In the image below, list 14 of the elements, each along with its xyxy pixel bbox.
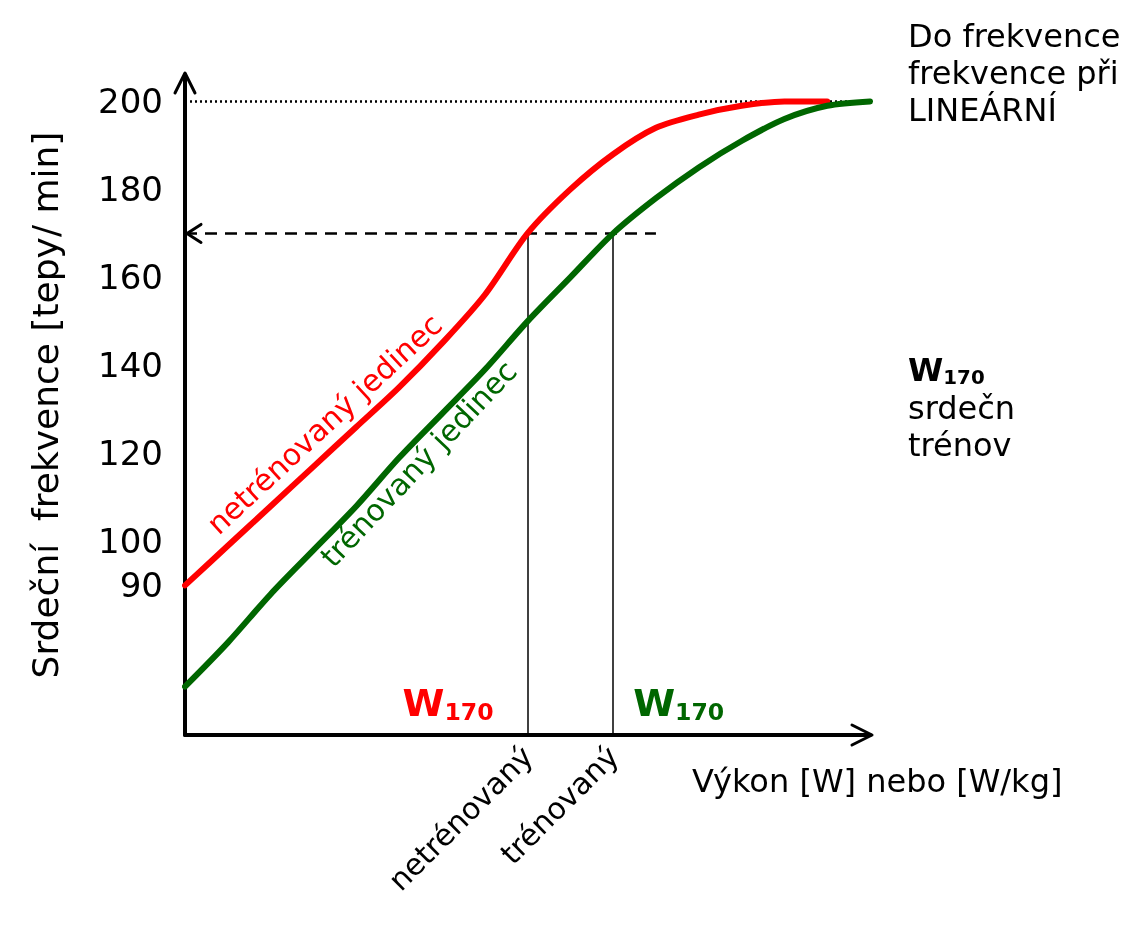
text: srdečn trénov [908, 389, 1016, 464]
y-tick-label: 120 [98, 433, 163, 474]
y-tick-label: 140 [98, 345, 163, 386]
y-tick-label: 160 [98, 257, 163, 298]
text: W170 [908, 351, 985, 389]
x-axis-title: Výkon [W] nebo [W/kg] [692, 762, 1063, 800]
text: Do frekvence frekvence při LINEÁRNÍ [908, 17, 1121, 129]
y-tick-label: 100 [98, 521, 163, 562]
y-tick-label: 90 [119, 565, 163, 606]
y-tick-label: 180 [98, 169, 163, 210]
y-axis-title: Srdeční frekvence [tepy/ min] [24, 131, 66, 679]
ref-line-label: W170 [402, 681, 494, 726]
y-tick-label: 200 [98, 81, 163, 122]
ref-line-label: W170 [633, 681, 725, 726]
